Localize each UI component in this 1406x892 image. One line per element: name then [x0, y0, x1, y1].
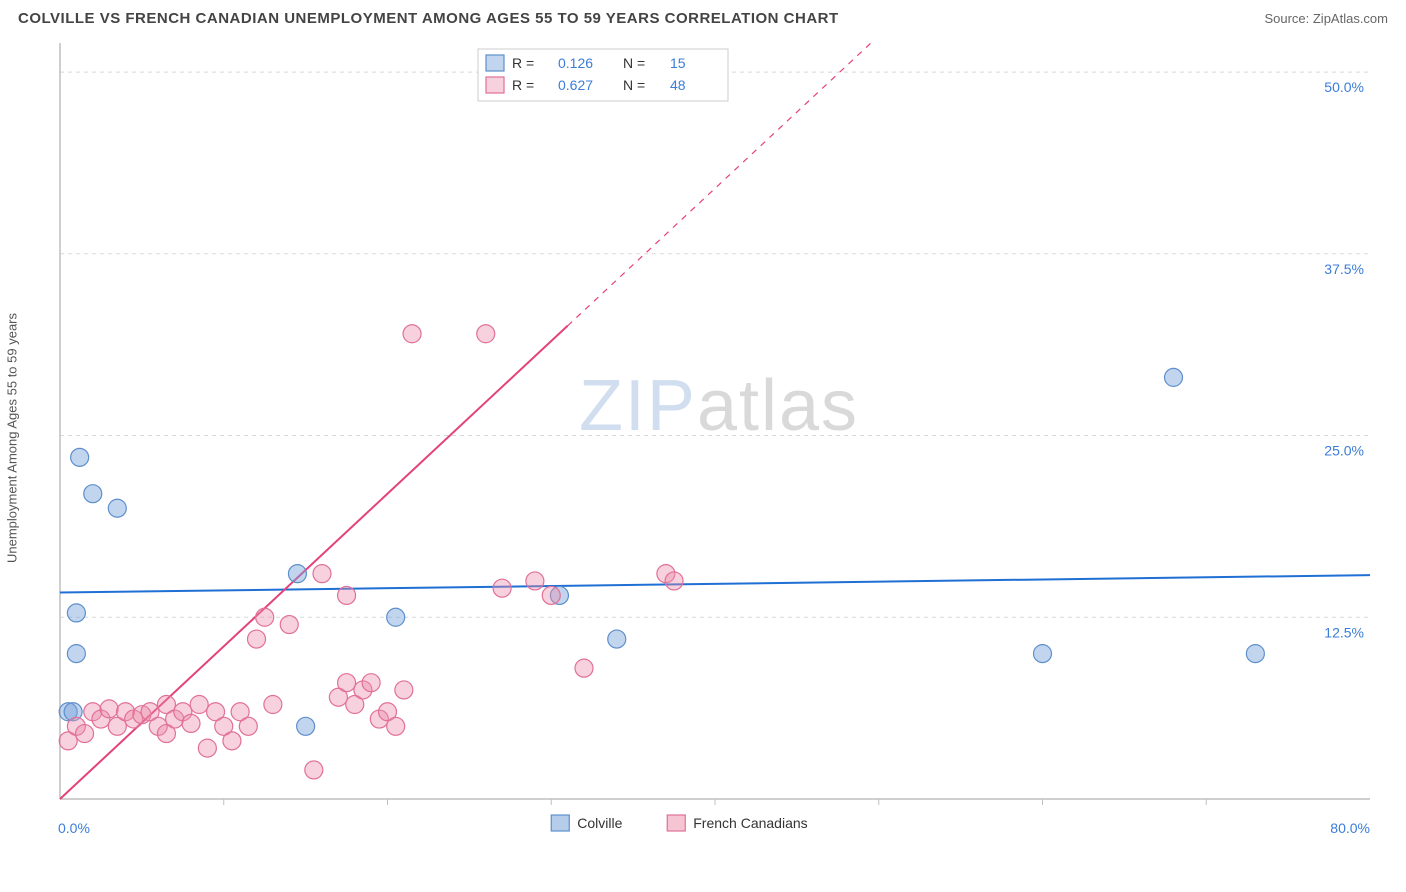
- data-point: [67, 645, 85, 663]
- data-point: [256, 608, 274, 626]
- legend-r-label: R =: [512, 77, 534, 93]
- source-value: ZipAtlas.com: [1313, 11, 1388, 26]
- data-point: [1246, 645, 1264, 663]
- bottom-legend-swatch: [551, 815, 569, 831]
- y-tick-label: 37.5%: [1324, 261, 1364, 277]
- data-point: [190, 696, 208, 714]
- data-point: [67, 604, 85, 622]
- data-point: [239, 717, 257, 735]
- data-point: [198, 739, 216, 757]
- y-tick-label: 50.0%: [1324, 79, 1364, 95]
- data-point: [477, 325, 495, 343]
- data-point: [395, 681, 413, 699]
- data-point: [542, 586, 560, 604]
- bottom-legend-swatch: [667, 815, 685, 831]
- legend-n-label: N =: [623, 77, 645, 93]
- data-point: [297, 717, 315, 735]
- data-point: [387, 608, 405, 626]
- data-point: [264, 696, 282, 714]
- data-point: [280, 616, 298, 634]
- data-point: [526, 572, 544, 590]
- data-point: [338, 674, 356, 692]
- data-point: [387, 717, 405, 735]
- data-point: [575, 659, 593, 677]
- legend-n-value: 48: [670, 77, 686, 93]
- legend-swatch: [486, 77, 504, 93]
- data-point: [76, 725, 94, 743]
- data-point: [403, 325, 421, 343]
- legend-swatch: [486, 55, 504, 71]
- data-point: [608, 630, 626, 648]
- data-point: [100, 700, 118, 718]
- data-point: [288, 565, 306, 583]
- y-axis-label: Unemployment Among Ages 55 to 59 years: [5, 313, 20, 563]
- data-point: [305, 761, 323, 779]
- trend-line: [60, 575, 1370, 592]
- data-point: [493, 579, 511, 597]
- x-end-label: 80.0%: [1330, 820, 1370, 836]
- data-point: [84, 485, 102, 503]
- legend-r-value: 0.126: [558, 55, 593, 71]
- bottom-legend-label: French Canadians: [693, 815, 807, 831]
- legend-n-label: N =: [623, 55, 645, 71]
- legend-r-value: 0.627: [558, 77, 593, 93]
- data-point: [223, 732, 241, 750]
- data-point: [665, 572, 683, 590]
- data-point: [1165, 368, 1183, 386]
- data-point: [313, 565, 331, 583]
- bottom-legend-label: Colville: [577, 815, 622, 831]
- legend-r-label: R =: [512, 55, 534, 71]
- chart-title: COLVILLE VS FRENCH CANADIAN UNEMPLOYMENT…: [18, 10, 839, 27]
- data-point: [157, 725, 175, 743]
- x-start-label: 0.0%: [58, 820, 90, 836]
- data-point: [71, 448, 89, 466]
- data-point: [1034, 645, 1052, 663]
- data-point: [108, 499, 126, 517]
- data-point: [182, 714, 200, 732]
- data-point: [338, 586, 356, 604]
- y-tick-label: 25.0%: [1324, 443, 1364, 459]
- legend-n-value: 15: [670, 55, 686, 71]
- data-point: [248, 630, 266, 648]
- source-label: Source:: [1264, 11, 1312, 26]
- data-point: [362, 674, 380, 692]
- y-tick-label: 12.5%: [1324, 624, 1364, 640]
- chart-source: Source: ZipAtlas.com: [1264, 11, 1388, 26]
- correlation-chart: 12.5% 25.0% 37.5% 50.0% 0.0% 80.0% R = 0.126 N =…: [50, 33, 1388, 843]
